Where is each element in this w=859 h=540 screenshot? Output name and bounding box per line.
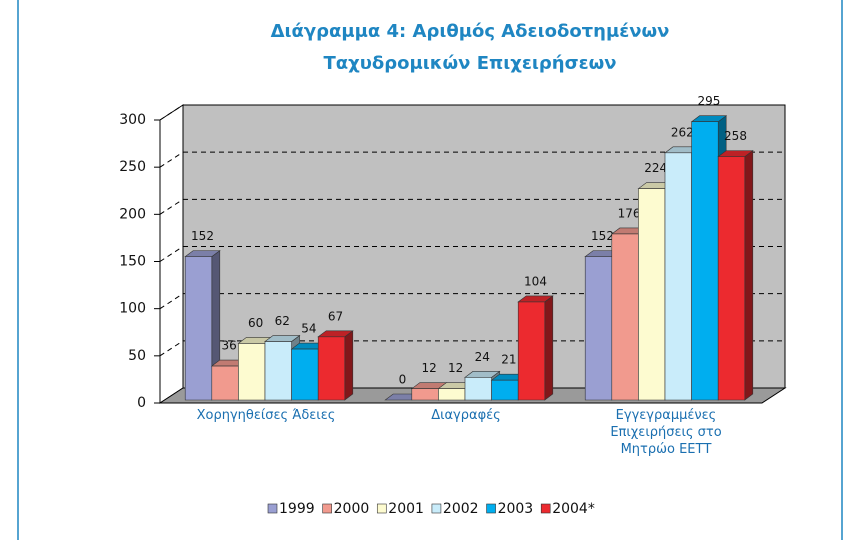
legend-label: 2000 <box>334 501 370 517</box>
bar-front <box>638 188 666 401</box>
grid-line <box>159 151 184 168</box>
data-label: 67 <box>328 309 343 323</box>
x-tick-label: Διαγραφές <box>431 408 501 423</box>
legend-label: 1999 <box>279 501 315 517</box>
bar-front <box>238 343 266 401</box>
bar-front <box>291 348 319 401</box>
chart-title: Διάγραμμα 4: Αριθμός Αδειοδοτημένων Ταχυ… <box>270 21 670 74</box>
legend-swatch <box>540 503 551 514</box>
y-tick-label: 150 <box>119 254 146 270</box>
data-label: 258 <box>724 129 747 143</box>
data-label: 62 <box>275 314 290 328</box>
bar-front <box>717 156 746 401</box>
bar <box>184 250 221 401</box>
data-label: 152 <box>191 229 214 243</box>
y-tick-label: 200 <box>119 206 146 222</box>
data-label: 295 <box>697 94 720 108</box>
data-label: 60 <box>248 316 263 330</box>
legend-label: 2004* <box>552 501 595 517</box>
x-tick-label: Εγγεγραμμένες Επιχειρήσεις στο Μητρώο ΕΕ… <box>610 408 722 457</box>
bar-side <box>744 150 754 401</box>
data-label: 12 <box>421 361 436 375</box>
bar-front <box>411 388 439 401</box>
legend-label: 2001 <box>388 501 424 517</box>
bar-front <box>264 341 292 401</box>
y-tick-label: 50 <box>128 348 146 364</box>
data-label: 36 <box>221 339 236 353</box>
grid-line <box>159 198 184 215</box>
legend-swatch <box>322 503 332 514</box>
data-label: 224 <box>644 161 667 175</box>
data-label: 104 <box>524 274 547 288</box>
y-tick-label: 250 <box>119 159 146 175</box>
data-label: 176 <box>618 206 641 220</box>
grid-line <box>159 293 184 310</box>
data-label: 54 <box>301 322 316 336</box>
bar-front <box>184 256 213 401</box>
y-tick-label: 0 <box>137 395 146 411</box>
grid-line <box>159 246 184 262</box>
data-label: 24 <box>475 350 490 364</box>
data-label: 12 <box>448 361 463 375</box>
legend-swatch <box>376 503 387 514</box>
y-tick-label: 300 <box>119 112 146 128</box>
grid-line <box>159 340 184 357</box>
bar-front <box>317 336 346 401</box>
bar-front <box>438 388 466 401</box>
data-label: 262 <box>671 125 694 139</box>
bar <box>717 150 754 401</box>
bar <box>317 330 354 401</box>
legend-label: 2002 <box>443 501 479 517</box>
bar-front <box>664 152 692 401</box>
y-tick-label: 100 <box>119 301 146 317</box>
legend-swatch <box>486 503 496 514</box>
data-label: 0 <box>399 373 407 387</box>
bar-front <box>517 301 546 401</box>
bar-front <box>491 379 519 401</box>
bar <box>517 295 554 401</box>
legend-swatch <box>431 503 442 514</box>
data-label: 21 <box>501 353 516 367</box>
bar-front <box>211 365 239 401</box>
bar-side <box>544 295 554 401</box>
x-tick-label: Χορηγηθείσες Άδειες <box>196 408 336 423</box>
bar-side <box>344 330 354 401</box>
bar-front <box>611 233 639 401</box>
grid-line <box>159 104 184 121</box>
data-label: 152 <box>591 229 614 243</box>
bar-front <box>464 377 492 401</box>
legend-swatch <box>267 503 278 514</box>
bar-front <box>584 256 613 401</box>
bar-front <box>691 121 719 401</box>
legend-label: 2003 <box>498 501 534 517</box>
